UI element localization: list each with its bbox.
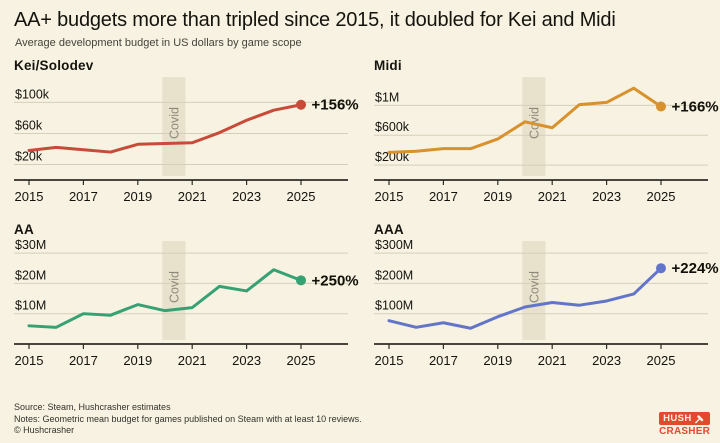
panels-grid: Kei/Solodev $20k $60k $100k Covid 2015 2017 20… (0, 58, 720, 381)
method-note: Notes: Geometric mean budget for games p… (14, 413, 362, 424)
x-tick-label: 2015 (375, 189, 404, 204)
chart-kei-solodev: $20k $60k $100k Covid 2015 2017 2019 2021 2023 20… (14, 77, 359, 204)
x-tick-label: 2025 (647, 189, 676, 204)
x-tick-label: 2025 (647, 353, 676, 368)
panel-aa: AA $10M $20M $30M Covid 2015 2017 2019 2021 2023… (0, 222, 360, 381)
x-tick-label: 2015 (375, 353, 404, 368)
series-line (27, 103, 303, 154)
end-point-marker (656, 263, 666, 274)
covid-band (522, 241, 546, 340)
y-tick-label: $300M (375, 238, 413, 252)
y-tick-label: $1M (375, 90, 399, 104)
chart-aa: $10M $20M $30M Covid 2015 2017 2019 2021 2023 202… (14, 238, 359, 368)
x-tick-label: 2023 (592, 189, 621, 204)
x-tick-label: 2019 (123, 353, 152, 368)
covid-band (522, 77, 546, 176)
covid-label: Covid (167, 107, 181, 139)
x-tick-label: 2019 (483, 189, 512, 204)
footnotes: Source: Steam, Hushcrasher estimates Not… (14, 402, 362, 437)
y-tick-label: $30M (15, 238, 46, 252)
covid-band (162, 77, 186, 176)
x-tick-label: 2019 (483, 353, 512, 368)
x-tick-label: 2017 (69, 189, 98, 204)
x-tick-label: 2023 (592, 353, 621, 368)
panel-kei-solodev: Kei/Solodev $20k $60k $100k Covid 2015 2017 20… (0, 58, 360, 217)
x-tick-label: 2025 (287, 353, 316, 368)
logo-crasher-text: CRASHER (659, 426, 710, 437)
end-change-label: +224% (672, 260, 719, 277)
covid-label: Covid (527, 271, 541, 303)
end-point-marker (296, 275, 306, 286)
y-tick-label: $100M (375, 299, 413, 313)
logo-hush-box: HUSH (659, 412, 710, 425)
covid-label: Covid (167, 271, 181, 303)
x-tick-label: 2019 (123, 189, 152, 204)
y-tick-label: $200M (375, 268, 413, 282)
end-change-label: +156% (312, 97, 359, 114)
end-change-label: +166% (672, 99, 719, 116)
series-line (27, 268, 303, 329)
x-tick-label: 2015 (15, 353, 44, 368)
source-note: Source: Steam, Hushcrasher estimates (14, 401, 171, 412)
y-tick-label: $600k (375, 120, 410, 134)
y-tick-label: $60k (15, 118, 43, 132)
panel-title-aa: AA (14, 222, 34, 237)
x-tick-label: 2015 (15, 189, 44, 204)
logo-hush-text: HUSH (663, 413, 692, 424)
x-tick-label: 2017 (429, 353, 458, 368)
y-tick-label: $10M (15, 299, 46, 313)
panel-aaa: AAA $100M $200M $300M Covid 2015 2017 2019 2021… (360, 222, 720, 381)
panel-title-aaa: AAA (374, 222, 404, 237)
x-tick-label: 2023 (232, 189, 261, 204)
header: AA+ budgets more than tripled since 2015… (0, 0, 720, 49)
x-tick-label: 2023 (232, 353, 261, 368)
x-tick-label: 2025 (287, 189, 316, 204)
panel-title-midi: Midi (374, 58, 402, 73)
x-tick-label: 2017 (69, 353, 98, 368)
end-point-marker (656, 101, 666, 112)
panel-title-kei-solodev: Kei/Solodev (14, 58, 94, 73)
end-change-label: +250% (312, 272, 359, 289)
y-tick-label: $100k (15, 87, 50, 101)
x-tick-label: 2021 (538, 189, 567, 204)
hushcrasher-logo: HUSH CRASHER (659, 412, 710, 437)
panel-midi: Midi $200k $600k $1M Covid 2015 2017 2019 2021 2… (360, 58, 720, 217)
hammer-icon (694, 414, 703, 423)
end-point-marker (296, 99, 306, 110)
series-line (387, 266, 663, 330)
series-line (387, 86, 663, 154)
x-tick-label: 2017 (429, 189, 458, 204)
y-tick-label: $200k (375, 150, 410, 164)
chart-title: AA+ budgets more than tripled since 2015… (14, 9, 616, 31)
chart-subtitle: Average development budget in US dollars… (15, 37, 302, 49)
covid-band (162, 241, 186, 340)
x-tick-label: 2021 (178, 189, 207, 204)
y-tick-label: $20k (15, 149, 43, 163)
x-tick-label: 2021 (178, 353, 207, 368)
x-tick-label: 2021 (538, 353, 567, 368)
y-tick-label: $20M (15, 268, 46, 282)
copyright-note: © Hushcrasher (14, 425, 75, 436)
chart-aaa: $100M $200M $300M Covid 2015 2017 2019 2021 2023… (374, 238, 719, 368)
footer: Source: Steam, Hushcrasher estimates Not… (0, 402, 720, 437)
